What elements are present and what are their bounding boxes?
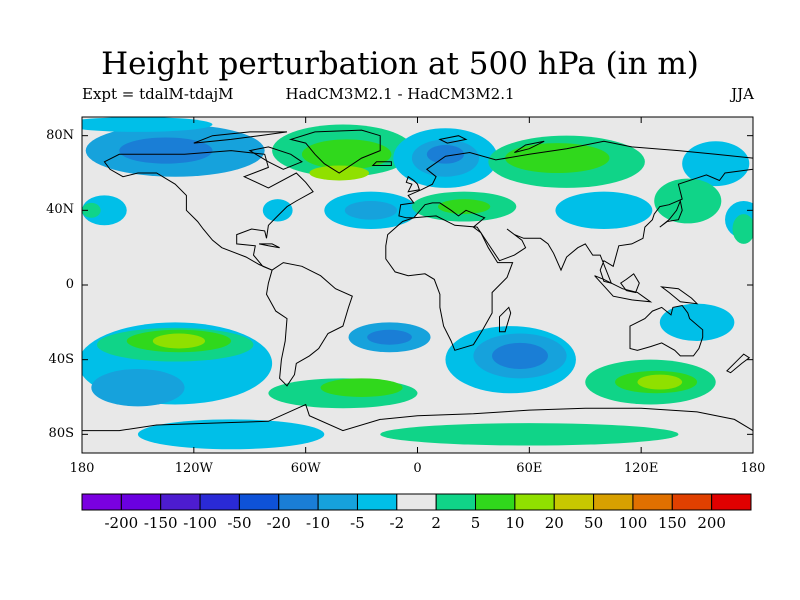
anomaly-west-pacific-pos xyxy=(732,214,753,244)
colorbar-label: -50 xyxy=(227,514,252,532)
experiment-label: Expt = tdalM-tdajM xyxy=(82,85,234,103)
colorbar-box xyxy=(278,493,319,511)
map-title: Height perturbation at 500 hPa (in m) xyxy=(101,46,699,82)
colorbar-label: -2 xyxy=(389,514,405,532)
lat-tick-label: 80N xyxy=(46,127,74,143)
coastline-antarctica xyxy=(82,403,753,432)
anomaly-south-atlantic-low-core xyxy=(367,329,412,345)
colorbar-box xyxy=(632,493,673,511)
colorbar-box xyxy=(238,493,280,511)
coastline-svalbard xyxy=(438,135,468,144)
anomaly-sw-atlantic-north xyxy=(262,199,293,222)
coastline-australia xyxy=(629,304,704,357)
coastline-uk xyxy=(405,175,421,193)
colorbar-label: 100 xyxy=(618,514,648,532)
lon-tick-label: 180 xyxy=(740,461,766,476)
anomaly-central-asia xyxy=(555,191,653,229)
lon-tick-label: 0 xyxy=(413,461,422,476)
colorbar-box xyxy=(160,493,201,511)
coastline-indonesia xyxy=(594,275,653,303)
season-label: JJA xyxy=(731,85,754,103)
anomaly-arctic-canada-core xyxy=(119,137,213,164)
lat-tick-label: 80S xyxy=(48,426,74,442)
coastline-africa xyxy=(385,215,514,351)
colorbar-box xyxy=(396,493,437,511)
coastline-north-america xyxy=(103,150,314,271)
colorbar-label: 2 xyxy=(431,514,441,532)
colorbar-label: 10 xyxy=(505,514,525,532)
lon-tick-label: 60W xyxy=(290,461,321,476)
colorbar-box xyxy=(475,493,516,511)
anomaly-australia-south-max xyxy=(637,374,683,390)
coastline-borneo xyxy=(619,273,640,294)
coastline-arctic-islands xyxy=(193,131,288,144)
colorbar-label: -5 xyxy=(350,514,365,532)
anomaly-nw-atlantic-core xyxy=(344,201,397,220)
colorbar-label: 50 xyxy=(584,514,604,532)
anomaly-siberia-core xyxy=(505,143,610,173)
coastline-new-zealand xyxy=(726,353,751,374)
colorbar-label: -10 xyxy=(306,514,331,532)
colorbar-label: -200 xyxy=(104,514,139,532)
lon-tick-label: 120E xyxy=(624,461,659,476)
anomaly-south-pacific-high-max xyxy=(152,333,206,349)
lon-tick-label: 180 xyxy=(69,461,95,476)
coastline-baffin xyxy=(248,146,303,170)
colorbar-box xyxy=(514,493,555,511)
colorbar-label: 200 xyxy=(697,514,726,532)
colorbar-box xyxy=(120,493,162,511)
colorbar-box xyxy=(317,493,358,511)
colorbar-label: 20 xyxy=(544,514,564,532)
coastline-south-america xyxy=(265,262,353,387)
anomaly-south-pacific-low xyxy=(91,369,185,407)
lat-tick-label: 40N xyxy=(46,202,74,218)
anomaly-north-pacific-west-pos xyxy=(82,202,101,218)
colorbar-label: 150 xyxy=(657,514,687,532)
coastline-greenland xyxy=(288,129,381,174)
colorbar-box xyxy=(435,493,477,511)
anomaly-australia-east-low xyxy=(659,303,735,342)
lon-tick-label: 120W xyxy=(174,461,213,476)
colorbar-label: 5 xyxy=(470,514,481,532)
lon-tick-label: 60E xyxy=(516,461,543,476)
anomaly-antarctic-neg xyxy=(137,419,325,450)
coastline-new-guinea xyxy=(659,286,699,305)
anomaly-north-pacific-high xyxy=(82,117,213,132)
colorbar-box xyxy=(593,493,634,511)
colorbar-box xyxy=(199,493,240,511)
coastline-eurasia xyxy=(398,140,753,284)
colorbar-label: -150 xyxy=(143,514,178,532)
colorbar-box xyxy=(671,493,713,511)
lat-tick-label: 0 xyxy=(65,277,74,292)
anomaly-scandinavia-max xyxy=(426,145,465,164)
model-label: HadCM3M2.1 - HadCM3M2.1 xyxy=(285,85,515,103)
colorbar-box xyxy=(356,493,398,511)
coastline-madagascar xyxy=(499,306,512,333)
anomaly-south-ocean-pos-core xyxy=(320,378,403,397)
colorbar-box xyxy=(553,493,595,511)
anomaly-greenland-core xyxy=(301,139,392,170)
colorbar-box xyxy=(711,493,752,511)
anomaly-indian-ocean-low-max xyxy=(492,342,548,369)
anomaly-north-pacific-west xyxy=(82,195,127,226)
coastline-novaya-zemlya xyxy=(514,140,545,153)
coastline-japan xyxy=(659,199,683,228)
anomaly-east-asia-positive xyxy=(654,178,722,224)
colorbar-label: -100 xyxy=(183,514,217,532)
lat-tick-label: 40S xyxy=(48,351,74,367)
colorbar-box xyxy=(81,493,122,511)
anomaly-antarctic-pos xyxy=(380,423,679,446)
colorbar-label: -20 xyxy=(266,514,291,532)
coastline-cuba xyxy=(258,243,280,249)
coastline-iceland xyxy=(371,161,392,166)
